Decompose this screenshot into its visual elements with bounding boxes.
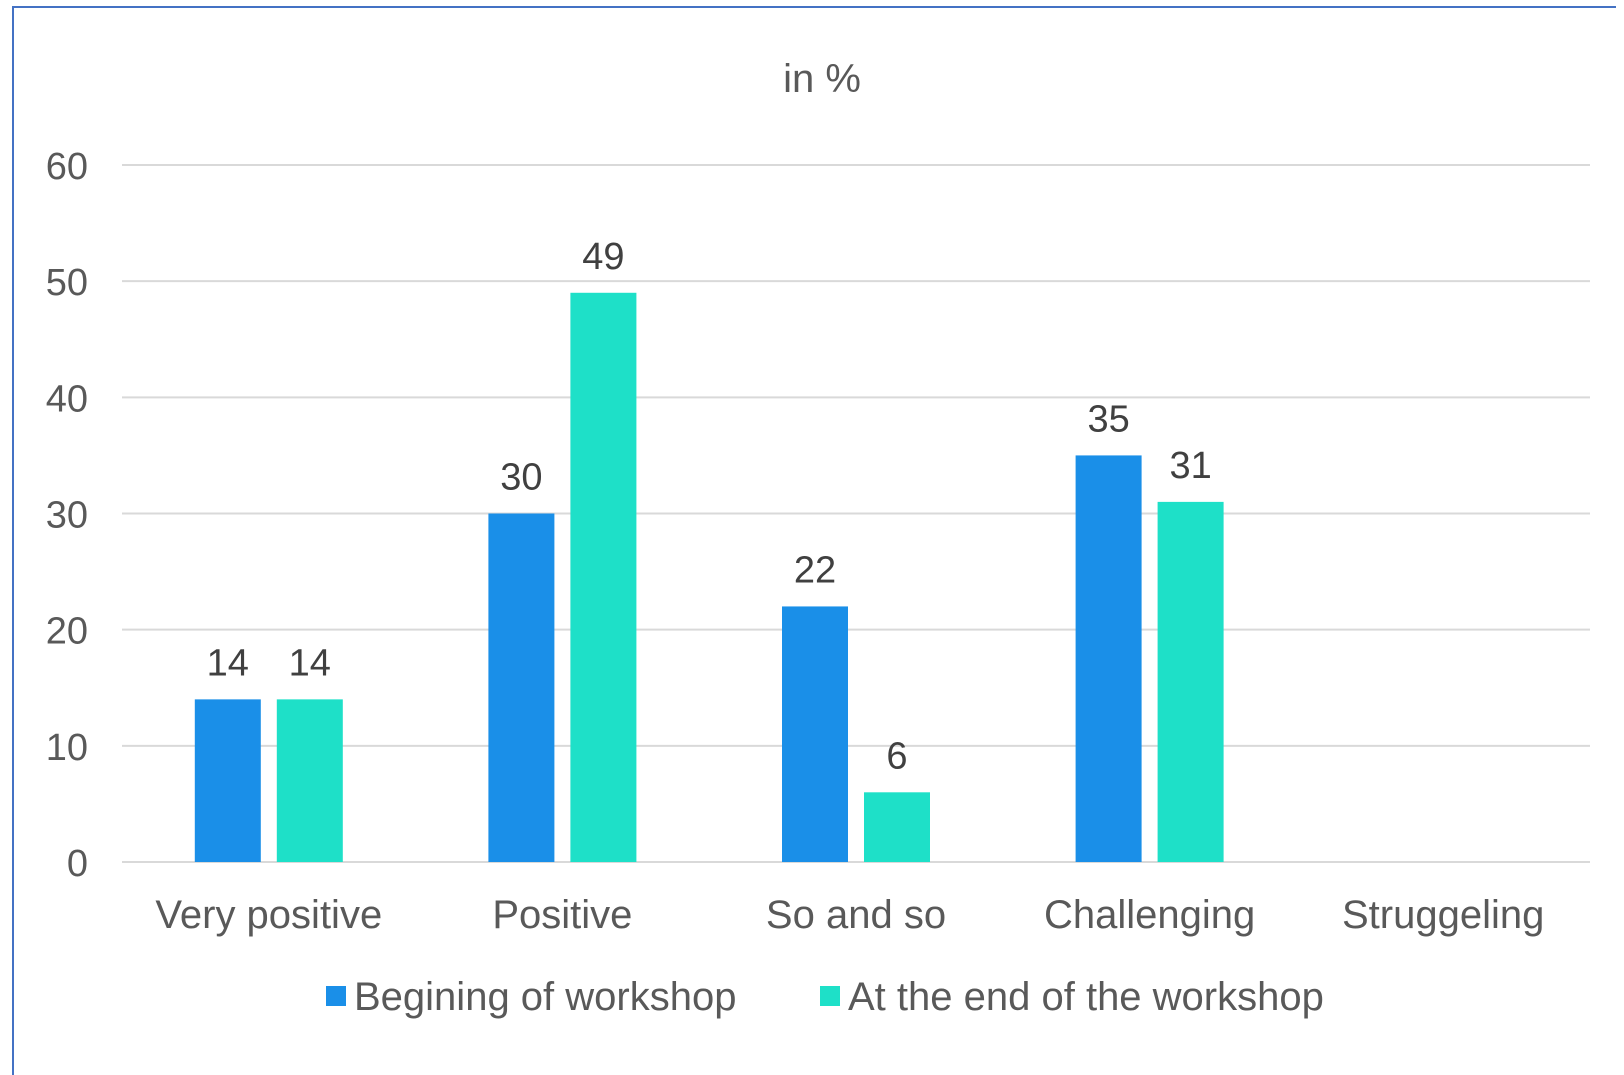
data-label: 6: [886, 735, 907, 777]
category-label: So and so: [766, 893, 946, 937]
bars: [194, 292, 1224, 862]
legend-swatch: [326, 986, 346, 1006]
y-tick-label: 0: [67, 843, 88, 885]
bar: [488, 513, 555, 862]
bar: [276, 699, 343, 862]
category-label: Struggeling: [1342, 893, 1544, 937]
x-axis-categories: Very positive Positive So and so Challengin…: [155, 893, 1544, 937]
data-label: 14: [289, 642, 331, 684]
data-label: 30: [500, 457, 542, 499]
data-label: 14: [207, 642, 249, 684]
legend-swatch: [820, 986, 840, 1006]
category-label: Challenging: [1044, 893, 1255, 937]
bar: [782, 606, 848, 862]
y-tick-label: 60: [46, 146, 88, 188]
legend: Begining of workshop At the end of the wo…: [326, 975, 1324, 1019]
category-label: Positive: [492, 893, 632, 937]
y-tick-label: 30: [46, 495, 88, 537]
chart-title: in %: [783, 57, 861, 101]
data-label: 31: [1169, 445, 1211, 487]
chart-frame: [12, 6, 1616, 1075]
category-label: Very positive: [155, 893, 382, 937]
data-label: 22: [794, 549, 836, 591]
y-tick-label: 10: [46, 727, 88, 769]
gridlines: [122, 164, 1590, 863]
data-labels: 14 14 30 49 22 6 35 31: [207, 236, 1212, 778]
bar: [1075, 455, 1142, 862]
bar: [1157, 501, 1224, 862]
data-label: 49: [582, 236, 624, 278]
legend-label: At the end of the workshop: [848, 975, 1324, 1019]
data-label: 35: [1087, 398, 1129, 440]
y-tick-label: 40: [46, 378, 88, 420]
legend-label: Begining of workshop: [354, 975, 736, 1019]
bar: [194, 699, 261, 862]
bar: [570, 292, 637, 862]
y-axis-ticks: 0 10 20 30 40 50 60: [46, 146, 88, 885]
bar: [864, 792, 930, 862]
y-tick-label: 50: [46, 262, 88, 304]
y-tick-label: 20: [46, 611, 88, 653]
